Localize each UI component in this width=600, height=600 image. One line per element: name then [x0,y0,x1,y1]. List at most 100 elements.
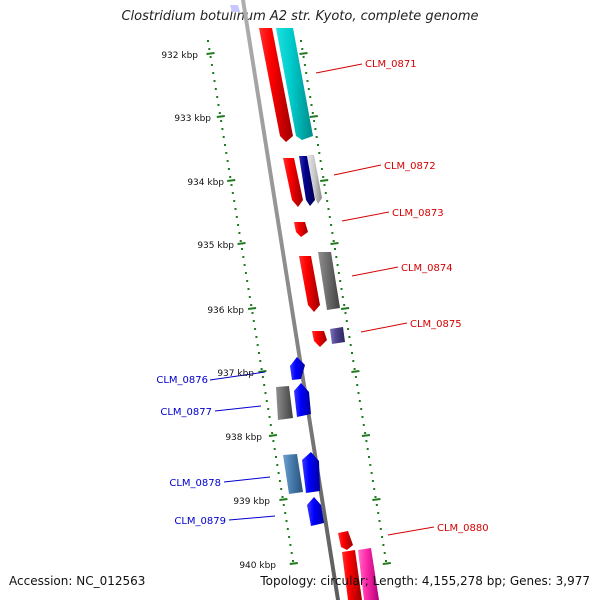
scale-tick [268,434,278,437]
scale-dot [209,56,212,58]
gene-clm-0870 [259,28,293,142]
topology-text: Topology: circular [260,574,365,588]
gene-clm-0877-a [276,386,293,420]
scale-dot [369,464,372,466]
gene-label-clm-0879[interactable]: CLM_0879 [174,516,226,527]
genome-backbone [241,0,340,600]
gene-label-clm-0880[interactable]: CLM_0880 [437,523,489,534]
gene-clm-0878-b [302,452,320,493]
scale-dot [247,288,250,290]
scale-dot [239,240,242,242]
scale-dot [351,352,353,354]
scale-dot [381,536,384,538]
scale-dot [244,272,247,274]
scale-label: 936 kbp [207,306,244,316]
gene-label-clm-0878[interactable]: CLM_0878 [169,478,221,489]
scale-dot [301,48,304,50]
scale-dot [242,256,245,258]
scale-dot [231,192,234,194]
scale-dot [324,192,327,194]
scale-dot [286,528,289,530]
gene-clm-0876 [290,357,305,380]
genome-summary: Topology: circular; Length: 4,155,278 bp… [260,574,590,588]
length-text: Length: 4,155,278 bp [372,574,502,588]
scale-dot [368,456,370,458]
scale-label: 940 kbp [239,561,276,571]
scale-tick [372,498,381,501]
scale-dot [263,384,266,386]
scale-dot [302,56,305,58]
scale-dot [258,352,260,354]
gene-clm-0879 [307,497,324,526]
gene-label-clm-0876[interactable]: CLM_0876 [156,375,208,386]
scale-ticks [206,52,391,565]
scale-dot [327,208,330,210]
accession-text: Accession: NC_012563 [9,574,146,588]
scale-dot [285,520,288,522]
scale-dot [356,384,359,386]
scale-dot [326,200,329,202]
scale-dot [362,424,365,426]
scale-dot [347,328,350,330]
scale-dot [276,464,279,466]
scale-tick [299,52,308,55]
scale-dot [320,168,323,170]
scale-tick [351,370,360,373]
gene-label-clm-0871[interactable]: CLM_0871 [365,59,417,70]
scale-tick [330,242,339,245]
gene-label-clm-0874[interactable]: CLM_0874 [401,263,453,274]
scale-dot [224,144,226,146]
scale-dot [220,120,223,122]
scale-dot [284,512,287,514]
scale-dot [343,304,346,306]
scale-label: 938 kbp [225,433,262,443]
scale-tick [258,370,267,373]
gene-label-clm-0875[interactable]: CLM_0875 [410,319,462,330]
scale-dot [235,216,238,218]
gene-clm-0871 [276,28,313,140]
scale-dot [237,224,240,226]
scale-dot [254,328,257,330]
scale-dot [305,72,308,74]
scale-dot [339,280,342,282]
scale-dot [332,240,335,242]
scale-dot [250,304,253,306]
scale-dot [357,392,360,394]
scale-tick [206,52,215,55]
scale-dot [366,448,369,450]
scale-dot [288,536,291,538]
scale-dot [330,224,333,226]
scale-dot [379,528,382,530]
scale-dot [374,496,377,498]
scale-tick [320,179,329,182]
scale-dot [212,72,215,74]
scale-dot [313,120,316,122]
scale-dot [340,288,343,290]
scale-dot [353,368,356,370]
gene-label-clm-0877[interactable]: CLM_0877 [160,407,212,418]
gene-label-clm-0872[interactable]: CLM_0872 [384,161,436,172]
scale-dot [260,368,263,370]
scale-dot [344,312,347,314]
scale-dot [227,168,230,170]
scale-dot [208,48,211,50]
scale-dot [300,40,302,42]
scale-dot [292,560,294,562]
scale-dot [248,296,251,298]
scale-dot [303,64,306,66]
scale-dot [256,344,259,346]
scale-dot [259,360,262,362]
scale-dot [306,80,309,82]
scale-dot [348,336,351,338]
scale-dot [271,432,274,434]
scale-dot [375,504,378,506]
gene-clm-0874-b [318,252,340,310]
scale-tick [361,434,371,437]
scale-dot [349,344,352,346]
backbone-cap [230,5,240,12]
gene-label-clm-0873[interactable]: CLM_0873 [392,208,444,219]
gene-clm-0878-a [283,454,303,494]
scale-dot [282,504,285,506]
scale-dot [307,88,310,90]
scale-label: 935 kbp [197,241,234,251]
